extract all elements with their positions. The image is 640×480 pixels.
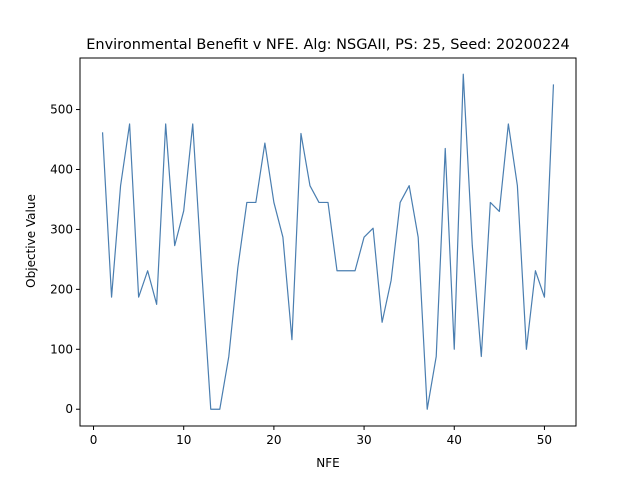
x-tick-label: 40 — [447, 433, 462, 447]
series-line — [101, 73, 555, 410]
y-axis: 0 100 200 300 400 500 — [50, 103, 80, 416]
y-axis-label: Objective Value — [24, 194, 38, 288]
chart-title: Environmental Benefit v NFE. Alg: NSGAII… — [86, 37, 570, 53]
x-tick-label: 0 — [90, 433, 98, 447]
y-tick-label: 400 — [50, 162, 73, 176]
y-tick-label: 500 — [50, 103, 73, 117]
x-tick-label: 30 — [356, 433, 371, 447]
y-tick-label: 200 — [50, 282, 73, 296]
x-tick-label: 50 — [537, 433, 552, 447]
y-tick-label: 100 — [50, 342, 73, 356]
x-tick-label: 10 — [176, 433, 191, 447]
x-tick-label: 20 — [266, 433, 281, 447]
x-axis: 0 10 20 30 40 50 — [90, 426, 552, 447]
plot-frame — [79, 57, 577, 427]
plot-area — [101, 73, 555, 410]
y-tick-label: 0 — [65, 402, 73, 416]
y-tick-label: 300 — [50, 222, 73, 236]
x-axis-label: NFE — [316, 456, 339, 470]
